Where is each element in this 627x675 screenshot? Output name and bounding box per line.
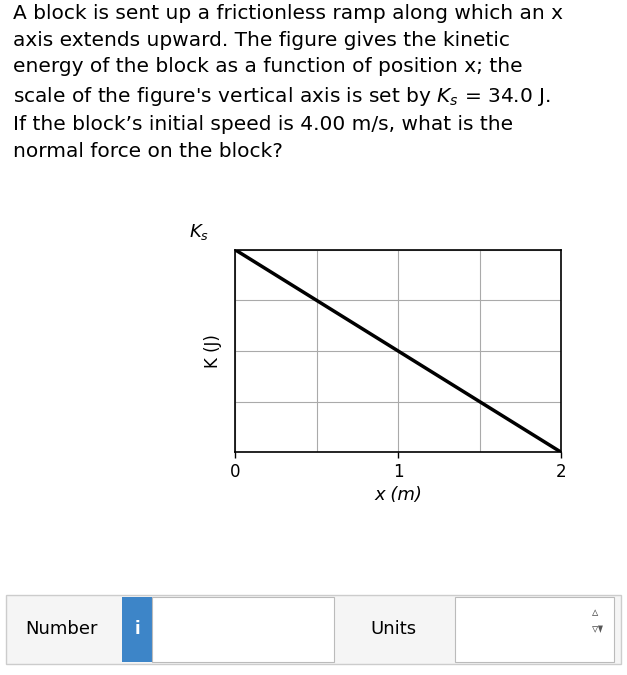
- Text: ▿: ▿: [592, 623, 598, 636]
- Text: A block is sent up a frictionless ramp along which an x
axis extends upward. The: A block is sent up a frictionless ramp a…: [13, 4, 562, 161]
- Text: i: i: [135, 620, 140, 639]
- Text: ◄: ◄: [595, 624, 605, 632]
- FancyBboxPatch shape: [455, 597, 614, 662]
- X-axis label: x (m): x (m): [374, 486, 422, 504]
- Text: ▵: ▵: [592, 606, 598, 619]
- Text: Number: Number: [25, 620, 98, 639]
- FancyBboxPatch shape: [6, 595, 621, 664]
- Y-axis label: K (J): K (J): [204, 334, 222, 368]
- FancyBboxPatch shape: [152, 597, 334, 662]
- Text: $K_s$: $K_s$: [189, 221, 209, 242]
- Text: Units: Units: [370, 620, 416, 639]
- FancyBboxPatch shape: [122, 597, 152, 662]
